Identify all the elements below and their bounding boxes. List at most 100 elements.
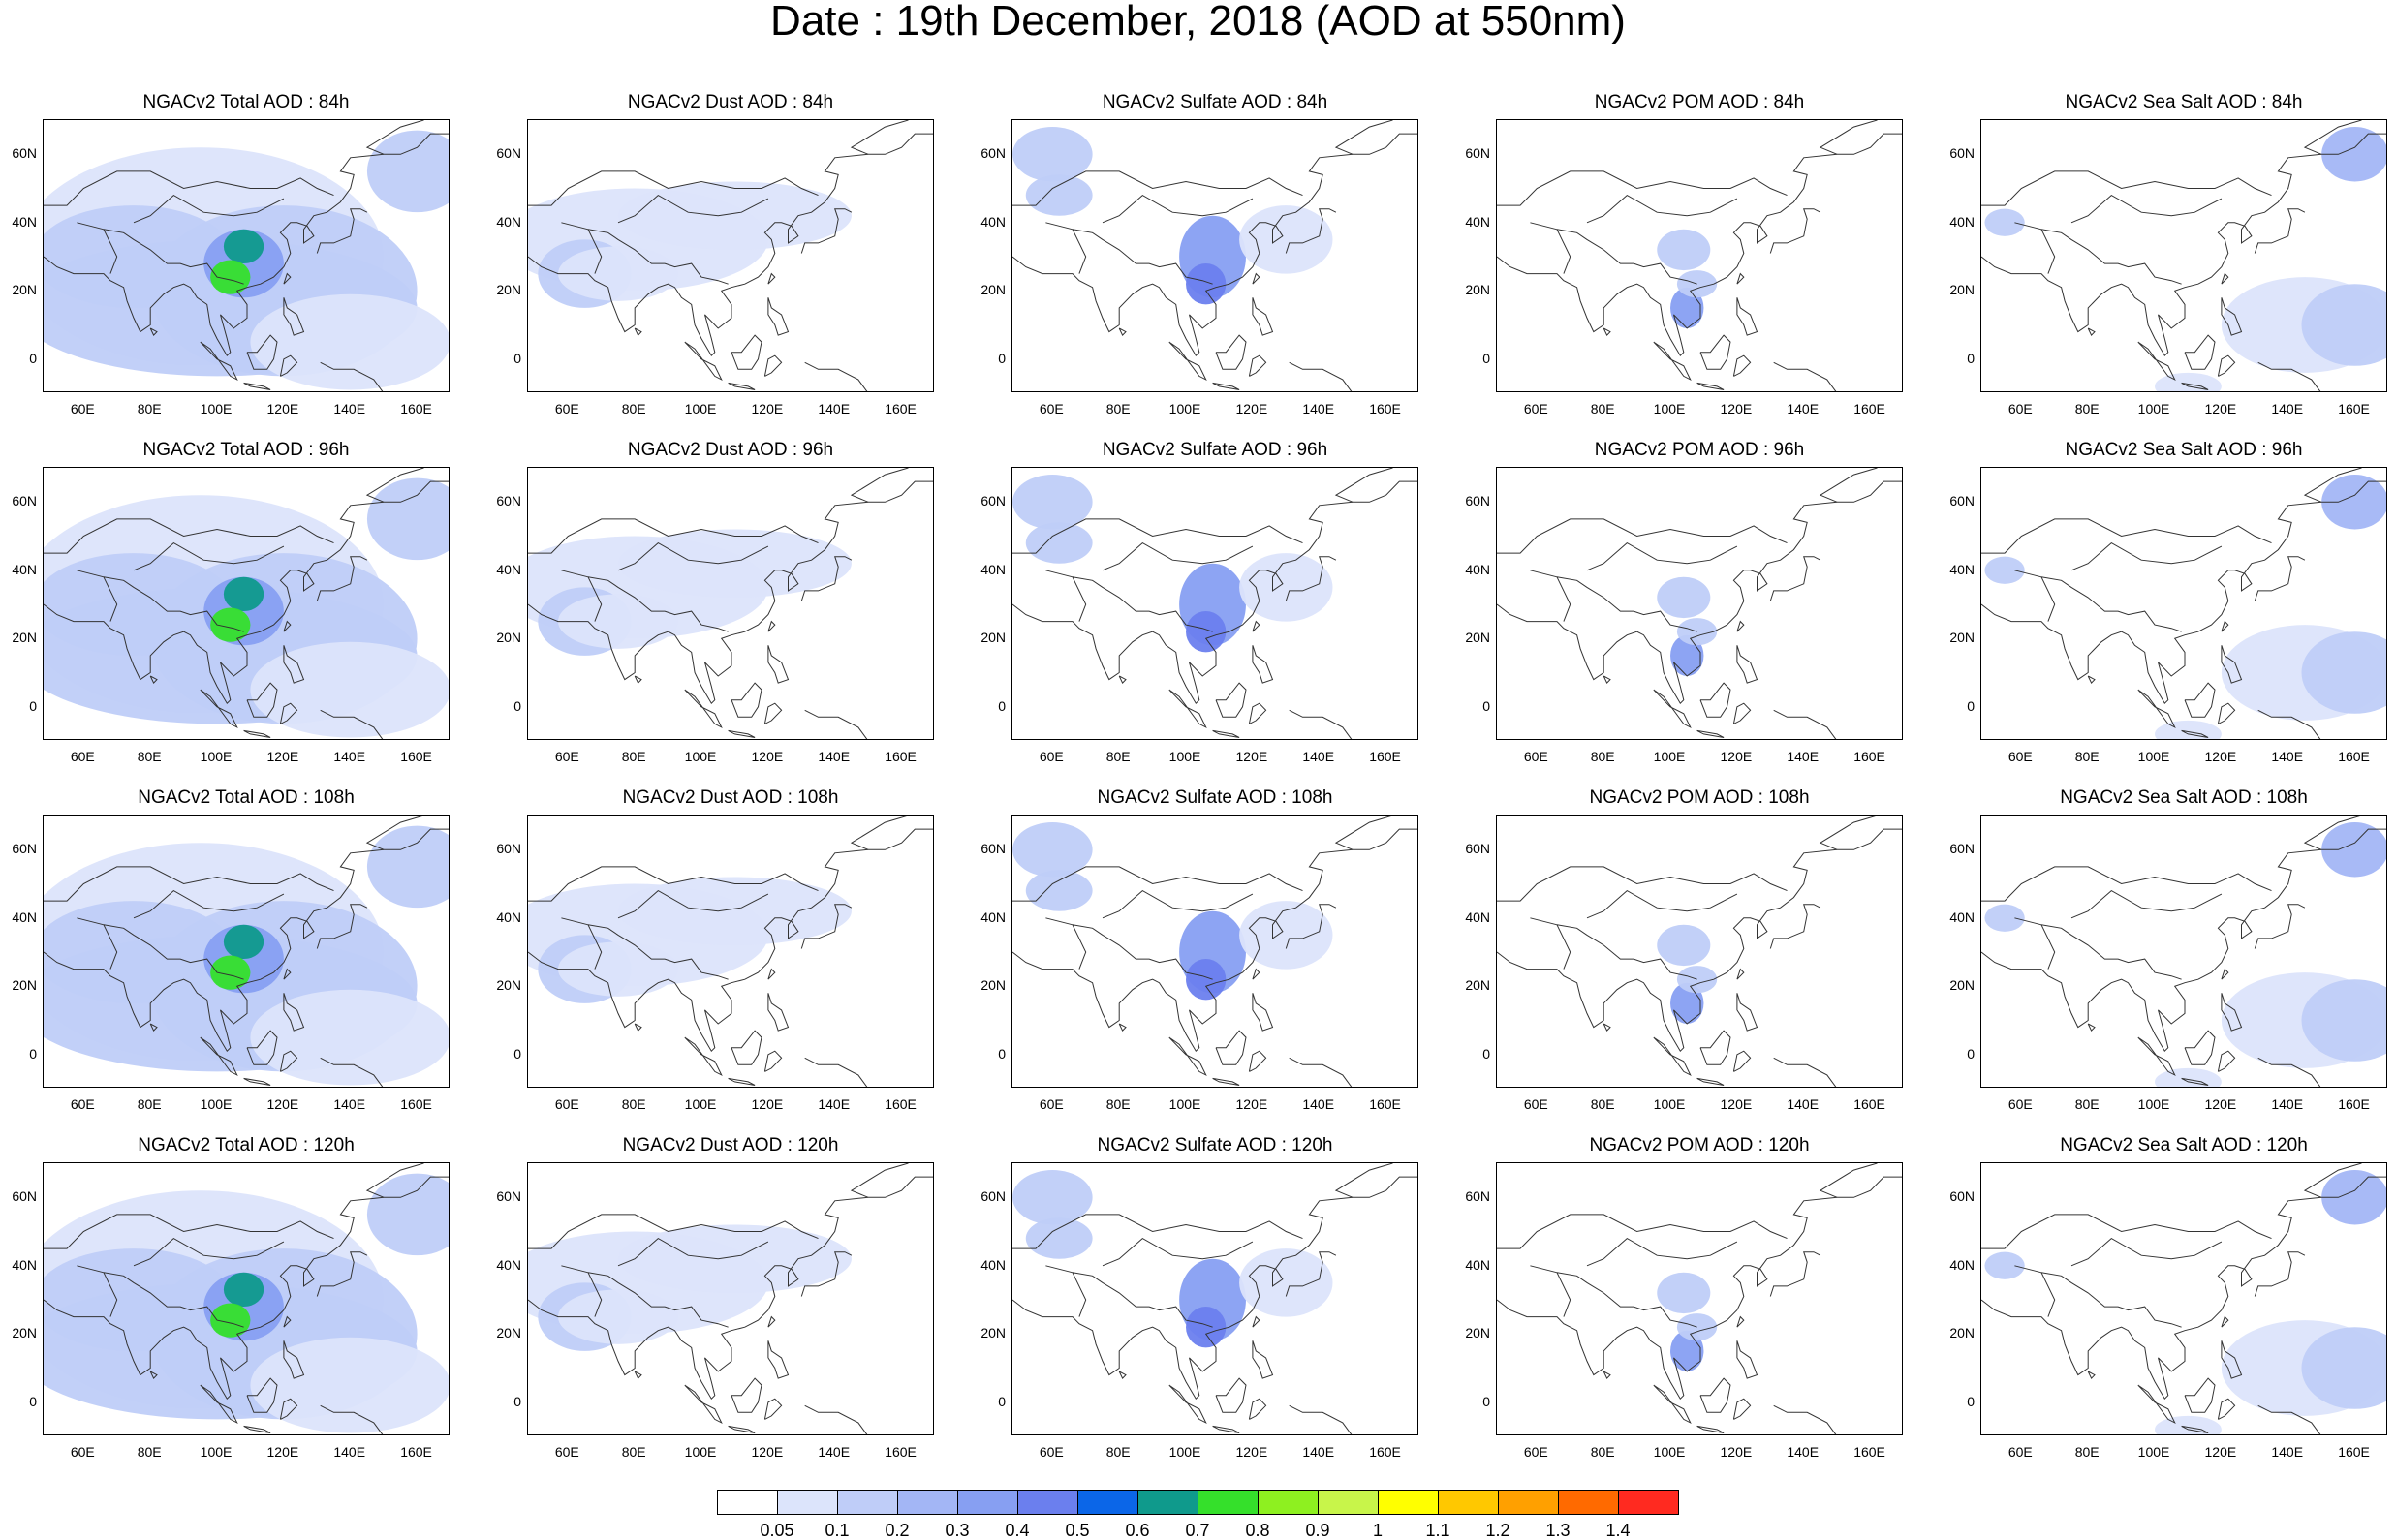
coastline	[634, 675, 642, 684]
longitude-tick-label: 80E	[137, 1444, 162, 1460]
longitude-tick-label: 120E	[266, 749, 299, 764]
latitude-tick-label: 60N	[496, 493, 521, 509]
longitude-tick-label: 160E	[2338, 401, 2370, 416]
coastline	[316, 556, 368, 601]
longitude-tick-label: 80E	[2074, 401, 2100, 416]
longitude-tick-label: 120E	[266, 401, 299, 416]
longitude-tick-label: 80E	[1105, 1096, 1131, 1112]
coastline	[2303, 1163, 2362, 1198]
latitude-tick-label: 20N	[1465, 1325, 1490, 1341]
colorbar-swatch	[897, 1490, 958, 1515]
coastline	[528, 480, 933, 705]
longitude-tick-label: 80E	[1590, 401, 1615, 416]
longitude-tick-label: 160E	[1853, 401, 1885, 416]
coastline	[1736, 272, 1745, 285]
coastline	[2014, 570, 2182, 632]
latitude-tick-label: 0	[1482, 1393, 1490, 1409]
latitude-tick-label: 60N	[1949, 145, 1975, 162]
longitude-tick-label: 60E	[1039, 401, 1064, 416]
colorbar-swatch	[1618, 1490, 1679, 1515]
coastline	[44, 1214, 334, 1249]
aod-map-panel	[527, 467, 934, 740]
longitude-tick-label: 80E	[1590, 1444, 1615, 1460]
coastline	[1497, 170, 1788, 206]
aod-map-panel	[1980, 467, 2387, 740]
coastline	[1736, 968, 1745, 980]
longitude-tick-label: 80E	[137, 401, 162, 416]
coastline	[1773, 1057, 1837, 1087]
longitude-tick-label: 160E	[400, 401, 432, 416]
longitude-tick-label: 100E	[684, 1444, 717, 1460]
aod-field	[1012, 1170, 1093, 1225]
coastline	[763, 702, 783, 724]
coastline	[1981, 1176, 2386, 1401]
aod-map-panel	[43, 815, 450, 1088]
coastline	[1653, 1384, 1692, 1425]
map-canvas	[1497, 120, 1902, 391]
coastline	[1497, 133, 1902, 357]
latitude-tick-label: 40N	[980, 213, 1006, 230]
coastline	[1285, 208, 1337, 254]
coastline	[1252, 1315, 1260, 1328]
coastline	[1732, 1398, 1752, 1420]
aod-field	[1025, 870, 1093, 911]
coastline	[1497, 1214, 1788, 1249]
coastline	[1334, 816, 1393, 850]
coastline	[800, 208, 853, 254]
coastline	[2087, 327, 2096, 336]
coastline	[617, 1237, 769, 1267]
coastline	[1252, 297, 1274, 336]
latitude-tick-label: 40N	[1465, 1256, 1490, 1273]
aod-map-panel	[1496, 119, 1903, 392]
coastline	[1556, 1272, 1571, 1317]
longitude-tick-label: 80E	[621, 1444, 646, 1460]
latitude-tick-label: 60N	[1949, 1188, 1975, 1205]
aod-field	[44, 553, 234, 656]
coastline	[1981, 133, 2386, 357]
coastline	[1819, 1163, 1878, 1198]
coastline	[1118, 327, 1127, 336]
coastline	[804, 1404, 868, 1434]
colorbar-tick-label: 0.4	[1005, 1521, 1030, 1540]
coastline	[1289, 361, 1353, 391]
coastline	[1334, 468, 1393, 503]
aod-field	[366, 130, 449, 213]
coastline	[283, 968, 292, 980]
longitude-tick-label: 100E	[1168, 401, 1201, 416]
aod-field	[2155, 1415, 2222, 1434]
coastline	[2181, 729, 2209, 738]
coastline	[2254, 904, 2306, 949]
latitude-tick-label: 0	[998, 1393, 1006, 1409]
coastline	[77, 222, 244, 285]
latitude-tick-label: 20N	[1465, 977, 1490, 994]
aod-field	[557, 1289, 678, 1344]
latitude-tick-label: 20N	[496, 282, 521, 298]
coastline	[1012, 133, 1417, 357]
coastline	[731, 334, 762, 370]
latitude-tick-label: 40N	[1949, 909, 1975, 925]
coastline	[365, 468, 424, 503]
coastline	[1530, 570, 1697, 632]
coastline	[1045, 570, 1213, 632]
coastline	[587, 924, 603, 970]
latitude-tick-label: 60N	[1465, 841, 1490, 857]
aod-map-panel	[527, 815, 934, 1088]
longitude-tick-label: 80E	[2074, 1444, 2100, 1460]
coastline	[728, 382, 756, 390]
coastline	[587, 1272, 603, 1317]
coastline	[587, 576, 603, 622]
coastline	[2221, 620, 2229, 632]
longitude-tick-label: 100E	[200, 749, 233, 764]
aod-field	[44, 901, 234, 1003]
aod-field	[223, 1272, 264, 1308]
aod-field	[2321, 127, 2386, 182]
latitude-tick-label: 20N	[496, 630, 521, 646]
coastline	[283, 1340, 305, 1379]
panel-title: NGACv2 Sulfate AOD : 96h	[1102, 440, 1328, 460]
aod-field	[2301, 1327, 2386, 1409]
longitude-tick-label: 100E	[1653, 401, 1686, 416]
coastline	[804, 1057, 868, 1087]
longitude-tick-label: 80E	[621, 749, 646, 764]
coastline	[2014, 1265, 2182, 1328]
coastline	[1012, 1176, 1417, 1401]
